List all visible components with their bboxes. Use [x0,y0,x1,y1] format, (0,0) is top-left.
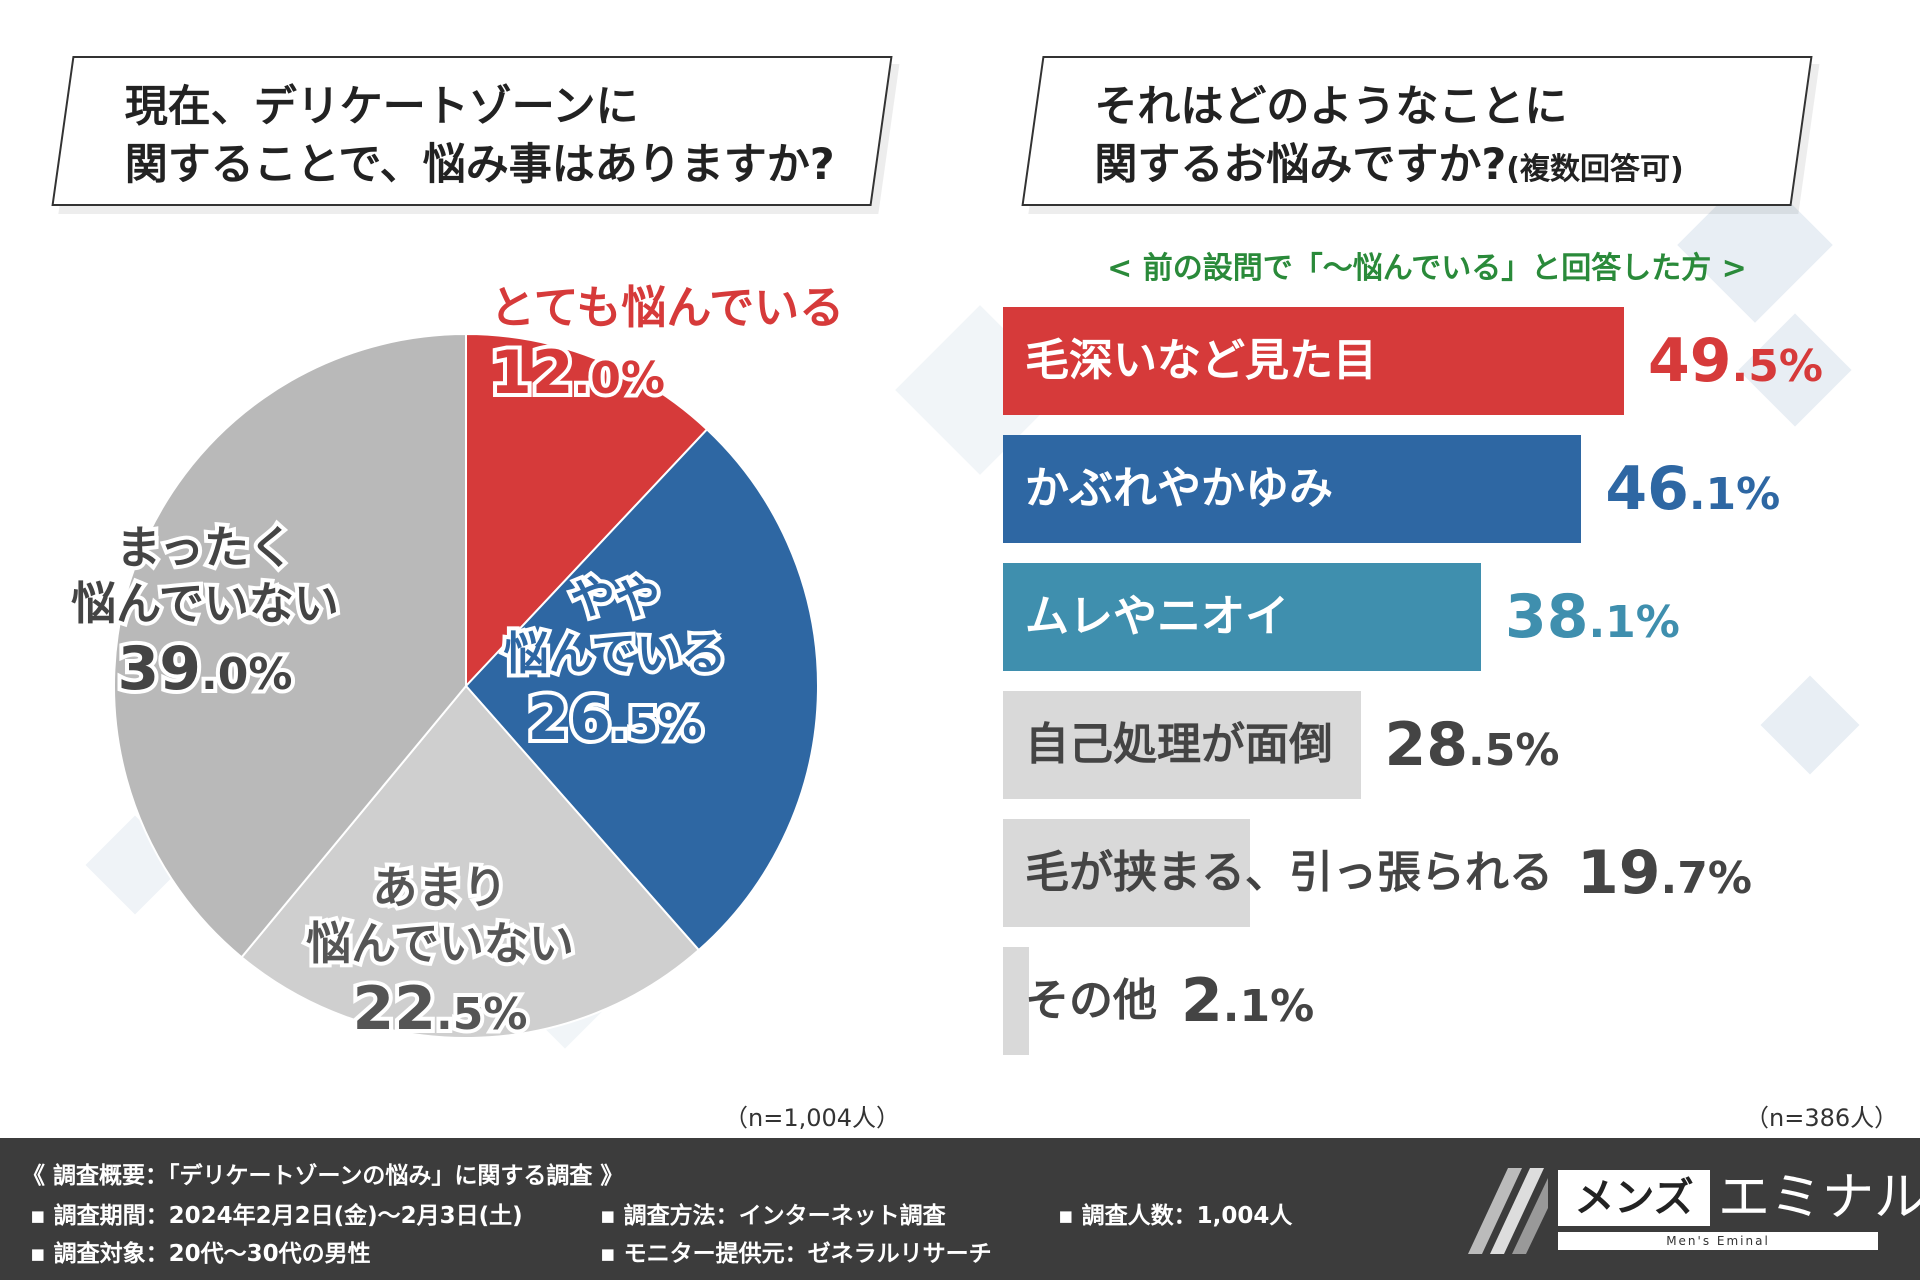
background-diamond [1760,675,1860,775]
right-question-line1: それはどのようなことに [1094,82,1568,132]
bar-value-2: 46.1% [1605,454,1781,524]
survey-footer: 《 調査概要：「デリケートゾーンの悩み」に関する調査 》 ▪ 調査期間：2024… [0,1138,1920,1280]
pie-slice-3 [240,684,701,1039]
logo-mark-icon [1468,1168,1548,1254]
bar-2 [1003,435,1582,543]
right-question-box: それはどのようなことに 関するお悩みですか?(複数回答可) [1021,56,1813,206]
bar-label-1: 毛深いなど見た目 [1025,335,1377,386]
pie-slice-name-3: あまり [368,857,511,918]
pie-slice-value-4: 39.0% [114,630,297,708]
bar-chart-subtitle: < 前の設問で「〜悩んでいる」と回答した方 > [1107,251,1747,286]
pie-slice-label-4: まったく 悩んでいない 39.0% [67,517,343,712]
pie-slice-label-1: とても悩んでいる 12.0% [486,277,848,416]
mens-eminal-logo: メンズ エミナル Men's Eminal [1468,1164,1920,1260]
footer-target: ▪ 調査対象：20代〜30代の男性 [30,1241,371,1267]
pie-slice-name-4: まったく [112,517,298,578]
pie-slice-2 [464,427,819,952]
footer-period: ▪ 調査期間：2024年2月2日(金)〜2月3日(土) [30,1203,523,1229]
pie-slice-value-2: 26.5% [524,680,707,758]
pie-slice-name-2: やや [566,567,664,628]
pie-slice-name-2: 悩んでいる [500,623,731,684]
footer-method: ▪ 調査方法：インターネット調査 [600,1203,946,1229]
pie-slice-value-3: 22.5% [349,970,532,1048]
bar-label-6: その他 [1025,975,1157,1026]
pie-slice-name-3: 悩んでいない [302,913,578,974]
bar-label-3: ムレやニオイ [1025,591,1289,642]
bar-label-4: 自己処理が面倒 [1025,719,1333,770]
bar-6 [1003,947,1030,1055]
pie-slice-name-4: 悩んでいない [67,573,343,634]
bar-value-4: 28.5% [1384,710,1560,780]
bar-3 [1003,563,1481,671]
pie-slice-label-3: あまり 悩んでいない 22.5% [302,857,578,1052]
pie-slice-4 [113,332,467,959]
bar-value-1: 49.5% [1648,326,1823,396]
footer-provider: ▪ モニター提供元：ゼネラルリサーチ [600,1241,992,1267]
bar-value-3: 38.1% [1504,582,1680,652]
bar-5 [1003,819,1251,927]
right-question-line2: 関するお悩みですか? [1094,140,1507,190]
bar-value-5: 19.7% [1577,838,1752,908]
bar-4 [1003,691,1361,799]
pie-slice-label-2: やや 悩んでいる 26.5% [500,567,731,762]
right-sample-size: （n=386人） [1745,1104,1899,1132]
pie-chart [113,332,819,1039]
logo-box-text: メンズ [1558,1170,1710,1226]
logo-word: エミナル [1718,1168,1920,1228]
pie-slice-1 [465,332,709,689]
right-question-note: (複数回答可) [1506,152,1684,187]
logo-tagline: Men's Eminal [1558,1232,1878,1250]
bar-value-6: 2.1% [1181,966,1315,1036]
pie-slice-value-1: 12.0% [486,334,669,412]
footer-count: ▪ 調査人数：1,004人 [1058,1203,1293,1229]
bar-label-5: 毛が挟まる、引っ張られる [1025,847,1553,898]
bar-1 [1003,307,1624,415]
left-sample-size: （n=1,004人） [724,1104,901,1132]
pie-slice-name-1: とても悩んでいる [486,277,848,338]
footer-title: 《 調査概要：「デリケートゾーンの悩み」に関する調査 》 [22,1163,624,1189]
bar-label-2: かぶれやかゆみ [1025,463,1333,514]
